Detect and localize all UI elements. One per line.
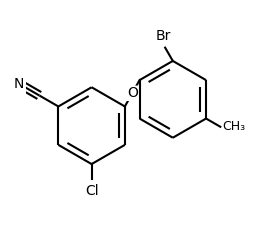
- Text: Br: Br: [155, 29, 171, 43]
- Text: CH₃: CH₃: [222, 120, 245, 133]
- Text: Cl: Cl: [85, 184, 98, 198]
- Text: N: N: [14, 77, 24, 91]
- Text: O: O: [127, 86, 138, 100]
